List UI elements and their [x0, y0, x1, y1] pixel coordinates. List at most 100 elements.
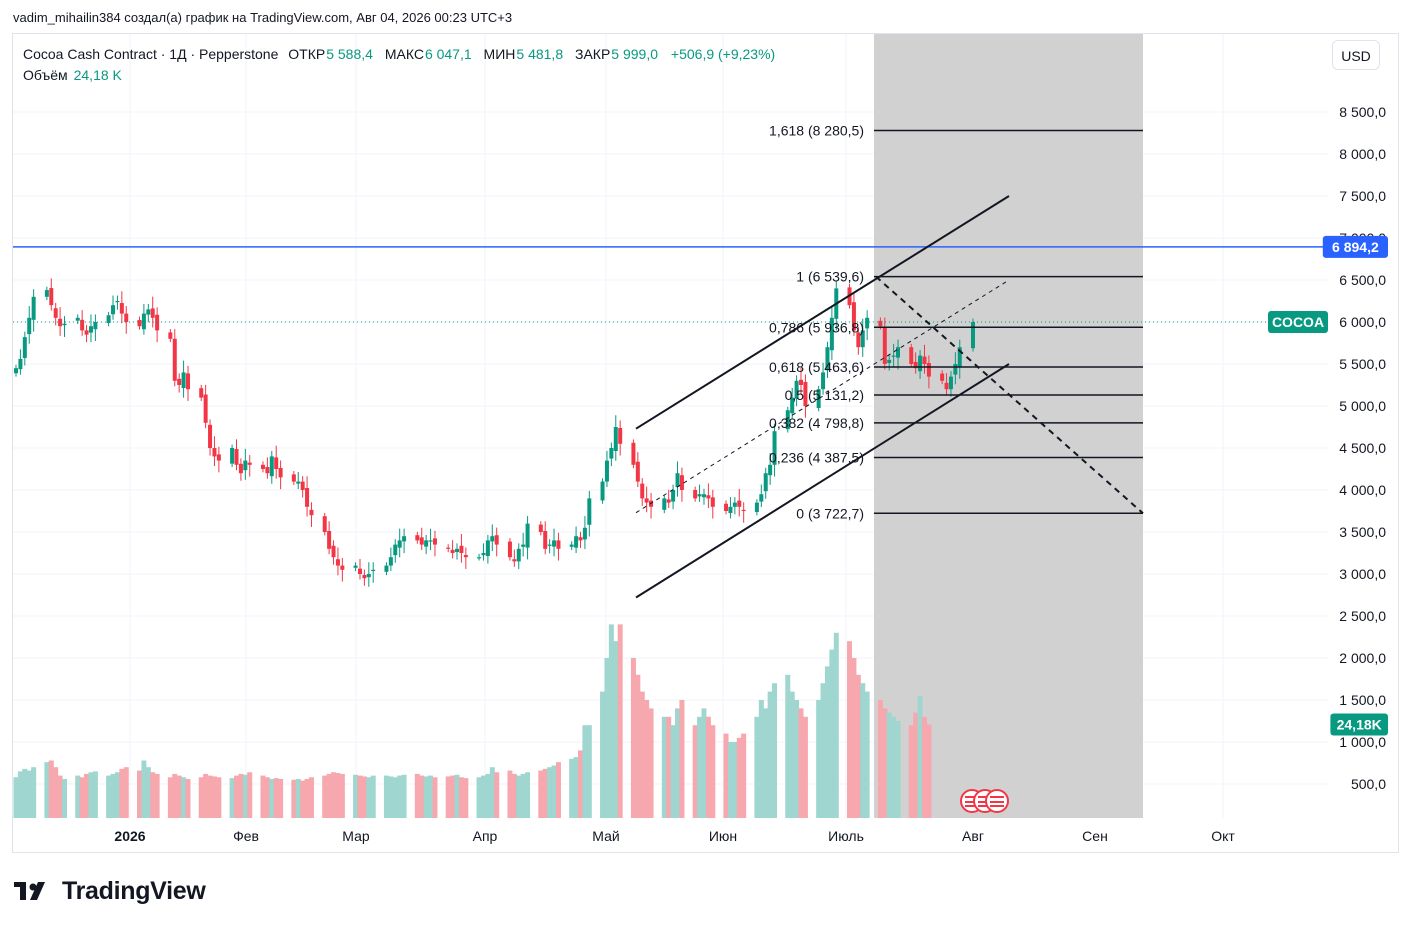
volume-bar [123, 767, 129, 818]
volume-bar [886, 712, 892, 818]
candle-body [578, 537, 583, 541]
candle-body [388, 557, 393, 566]
volume-bar [13, 777, 19, 818]
candle-body [362, 575, 367, 579]
candle-body [741, 509, 746, 512]
volume-bar [176, 775, 182, 818]
candle-body [957, 347, 962, 368]
candle-body [944, 382, 949, 390]
candle-body [666, 499, 671, 503]
candle-body [208, 424, 213, 448]
volume-value: 24,18 K [73, 67, 122, 83]
symbol-title: Cocoa Cash Contract · 1Д · Pepperstone [23, 46, 279, 62]
candle-body [84, 330, 89, 335]
volume-bar [727, 742, 733, 818]
candle-body [247, 462, 252, 465]
price-tick-label: 7 500,0 [1339, 188, 1386, 204]
volume-bar [697, 716, 703, 818]
candle-body [728, 506, 733, 514]
time-tick-label: Фев [233, 828, 259, 844]
volume-bar [661, 716, 667, 818]
fib-level-label: 1 (6 539,6) [796, 269, 864, 285]
horizontal-line-price-badge-bg [1322, 235, 1388, 258]
candle-body [679, 475, 684, 490]
candle-body [22, 337, 27, 358]
volume-bar [833, 632, 839, 818]
candle-body [402, 536, 407, 542]
currency-button[interactable]: USD [1332, 40, 1380, 70]
volume-bar [361, 776, 367, 818]
volume-bar [705, 716, 711, 818]
candle-body [27, 317, 32, 335]
candle-body [265, 466, 270, 474]
volume-bar [141, 760, 147, 818]
candle-body [212, 448, 217, 457]
volume-bar [92, 771, 98, 818]
candle-body [238, 463, 243, 474]
candle-body [305, 487, 310, 507]
volume-bar [353, 774, 359, 818]
candle-body [490, 536, 495, 542]
candle-body [971, 322, 975, 349]
time-tick-label: Июль [828, 828, 864, 844]
candle-body [865, 317, 870, 329]
candle-body [697, 494, 702, 497]
candle-body [296, 481, 301, 484]
volume-bar [485, 773, 491, 818]
us-event-icon-stripe [978, 801, 992, 803]
price-tick-label: 8 000,0 [1339, 146, 1386, 162]
volume-bar [79, 777, 85, 818]
volume-bar [145, 767, 151, 818]
volume-label: Объём [23, 67, 68, 83]
horizontal-line-price-badge: 6 894,2 [1332, 239, 1379, 255]
candle-body [724, 503, 729, 511]
candle-body [613, 427, 618, 452]
volume-bar [701, 708, 707, 818]
volume-bar [758, 700, 764, 818]
volume-bar [260, 775, 266, 818]
candle-body [322, 516, 327, 532]
candle-body [618, 428, 623, 444]
candle-body [393, 544, 398, 556]
us-event-icon-stripe [965, 801, 979, 803]
change-value: +506,9 (+9,23%) [670, 46, 776, 62]
tradingview-logo[interactable]: TradingView [14, 876, 206, 906]
volume-bar [414, 773, 420, 818]
price-tick-label: 6 500,0 [1339, 272, 1386, 288]
volume-bar [926, 724, 932, 818]
volume-bar [172, 773, 178, 818]
candle-body [521, 544, 526, 547]
volume-bar [366, 777, 372, 818]
candle-body [234, 449, 239, 465]
candle-body [485, 540, 490, 557]
volume-bar [234, 775, 240, 818]
volume-bar [767, 691, 773, 818]
candle-body [525, 523, 530, 548]
candle-body [640, 483, 645, 499]
candle-body [119, 303, 124, 314]
volume-bar [789, 691, 795, 818]
candle-body [710, 497, 715, 507]
close-label: ЗАКР [575, 46, 611, 62]
fib-level-label: 0,618 (5 463,6) [769, 359, 864, 375]
candle-body [203, 394, 208, 423]
channel-lower-line [635, 363, 1010, 599]
volume-bar [106, 775, 112, 818]
candle-body [732, 502, 737, 507]
volume-bar [269, 778, 275, 818]
candle-body [794, 380, 799, 399]
volume-bar [428, 775, 434, 818]
volume-bar [207, 775, 213, 818]
price-tick-label: 1 500,0 [1339, 692, 1386, 708]
time-tick-label: Май [592, 828, 619, 844]
candle-body [111, 305, 116, 315]
candle-body [922, 356, 927, 364]
time-tick-label: Мар [342, 828, 370, 844]
candle-body [701, 494, 706, 498]
candle-body [93, 322, 98, 330]
volume-bar [630, 658, 636, 818]
volume-bar [644, 700, 650, 818]
volume-bar [75, 775, 81, 818]
price-tick-label: 8 500,0 [1339, 104, 1386, 120]
